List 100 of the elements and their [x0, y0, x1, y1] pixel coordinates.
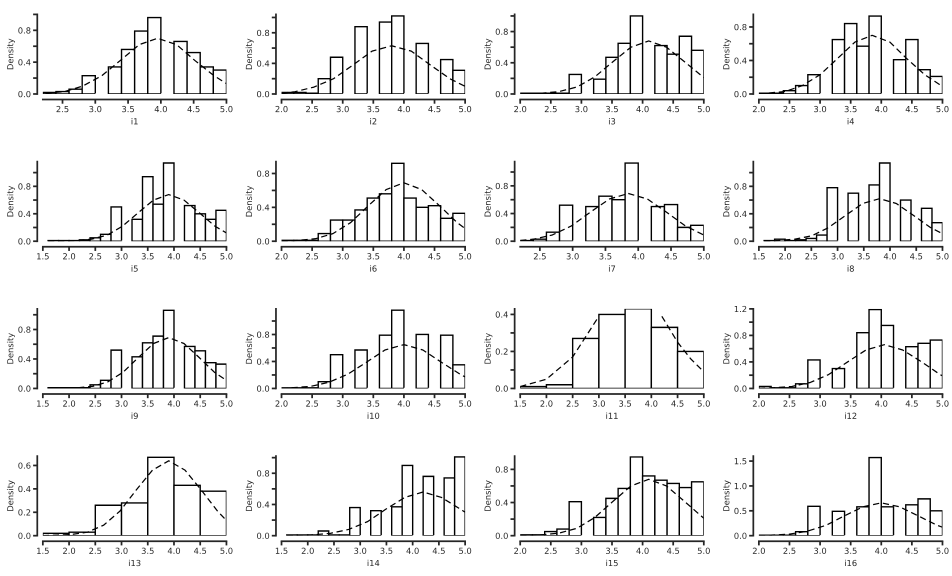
x-tick-label: 4.5 [666, 548, 680, 554]
y-tick-label: 0.4 [734, 358, 747, 366]
x-tick-label: 2.5 [56, 106, 68, 112]
y-tick-label: 0.4 [496, 210, 508, 217]
x-tick-label: 1.5 [276, 548, 288, 554]
y-axis-title: Density [722, 480, 732, 511]
y-tick-label: 0.0 [496, 90, 508, 98]
x-tick-label: 2.0 [63, 548, 76, 554]
x-tick-label: 4.5 [187, 106, 200, 112]
x-tick-label: 4.5 [906, 400, 918, 407]
x-tick-label: 3.5 [142, 253, 154, 260]
x-tick-label: 3.0 [814, 400, 826, 407]
y-tick-label: 0.0 [734, 90, 747, 98]
x-tick-label: 3.0 [832, 253, 844, 260]
y-tick-label: 0.2 [496, 348, 508, 355]
x-axis-title: i5 [132, 265, 138, 272]
x-tick-label: 4.0 [168, 548, 180, 554]
x-tick-label: 3.0 [592, 400, 605, 407]
x-tick-label: 4.5 [666, 106, 680, 112]
x-tick-label: 3.5 [367, 253, 380, 260]
y-tick-label: 0.0 [257, 90, 270, 98]
x-tick-label: 3.5 [367, 400, 380, 407]
y-axis-title: Density [6, 333, 16, 364]
x-tick-label: 3.0 [354, 548, 366, 554]
y-tick-label: 1.2 [734, 306, 746, 312]
y-tick-label: 0.0 [496, 532, 508, 539]
y-tick-label: 0.4 [18, 356, 31, 362]
y-tick-label: 0.0 [257, 238, 270, 244]
x-tick-label: 4.5 [194, 253, 206, 260]
y-tick-label: 0.0 [734, 238, 747, 244]
y-tick-label: 0.8 [18, 326, 30, 333]
x-tick-label: 2.5 [306, 253, 318, 260]
y-tick-label: 0.4 [18, 59, 31, 66]
x-tick-label: 3.0 [116, 253, 128, 260]
x-tick-label: 3.5 [606, 106, 618, 112]
x-tick-label: 5.0 [698, 253, 710, 260]
y-tick-label: 0.4 [257, 358, 270, 365]
x-tick-label: 4.5 [906, 106, 918, 112]
x-tick-label: 2.5 [306, 400, 318, 407]
y-tick-label: 0.8 [18, 183, 30, 190]
x-tick-label: 3.5 [142, 400, 154, 407]
y-tick-label: 0.8 [257, 331, 270, 338]
x-tick-label: 3.5 [599, 253, 612, 260]
x-tick-label: 5.0 [220, 253, 233, 260]
y-tick-label: 0.8 [496, 182, 508, 190]
x-tick-label: 4.5 [906, 548, 918, 554]
x-tick-label: 3.0 [575, 548, 588, 554]
x-tick-label: 2.0 [752, 400, 765, 407]
y-tick-label: 0.4 [496, 60, 508, 66]
x-tick-label: 5.0 [698, 400, 710, 407]
x-tick-label: 2.0 [276, 106, 288, 112]
x-tick-label: 5.0 [220, 548, 233, 554]
x-tick-label: 2.0 [752, 548, 765, 554]
x-tick-label: 2.0 [752, 106, 765, 112]
x-tick-label: 2.5 [783, 106, 796, 112]
y-axis-title: Density [6, 186, 16, 216]
y-tick-label: 0.4 [734, 57, 747, 64]
x-tick-label: 4.0 [875, 548, 888, 554]
y-tick-label: 0.6 [18, 462, 31, 469]
x-tick-label: 3.5 [858, 253, 870, 260]
y-tick-label: 0.0 [496, 238, 508, 244]
x-tick-label: 2.5 [783, 400, 796, 407]
x-tick-label: 2.0 [63, 253, 76, 260]
y-tick-label: 0.4 [734, 210, 747, 218]
x-axis-title: i10 [368, 412, 380, 419]
y-tick-label: 0.0 [257, 385, 270, 392]
x-tick-label: 4.0 [645, 400, 658, 407]
y-tick-label: 0.8 [734, 332, 747, 339]
x-tick-label: 5.0 [459, 253, 472, 260]
y-tick-label: 0.0 [18, 238, 30, 244]
y-axis-title: Density [722, 333, 732, 364]
x-tick-label: 2.5 [805, 253, 818, 260]
x-tick-label: 4.5 [428, 106, 440, 112]
x-tick-label: 2.0 [276, 253, 288, 260]
y-tick-label: 1.5 [734, 458, 746, 464]
x-axis-title: i8 [848, 265, 854, 272]
y-axis-title: Density [246, 38, 254, 70]
x-tick-label: 4.5 [428, 400, 440, 407]
x-tick-label: 4.5 [910, 253, 922, 260]
y-axis-title: Density [484, 480, 492, 511]
x-tick-label: 3.5 [122, 106, 134, 112]
x-tick-label: 4.5 [194, 400, 206, 407]
x-tick-label: 4.0 [398, 253, 410, 260]
x-tick-label: 2.5 [328, 548, 340, 554]
y-axis-title: Density [722, 38, 732, 70]
x-tick-label: 3.0 [566, 253, 579, 260]
y-tick-label: 0.8 [18, 27, 30, 34]
x-tick-label: 3.5 [844, 106, 857, 112]
x-tick-label: 1.5 [37, 548, 49, 554]
x-tick-label: 3.5 [606, 548, 618, 554]
x-axis-title: i4 [848, 118, 854, 124]
x-tick-label: 3.5 [367, 106, 380, 112]
x-axis-title: i7 [608, 265, 616, 272]
x-tick-label: 3.0 [116, 400, 128, 407]
x-tick-label: 4.0 [168, 400, 180, 407]
x-axis-title: i3 [608, 118, 616, 124]
y-tick-label: 0.8 [257, 170, 270, 177]
x-tick-label: 4.0 [398, 106, 410, 112]
x-tick-label: 4.5 [664, 253, 677, 260]
x-tick-label: 3.0 [116, 548, 128, 554]
